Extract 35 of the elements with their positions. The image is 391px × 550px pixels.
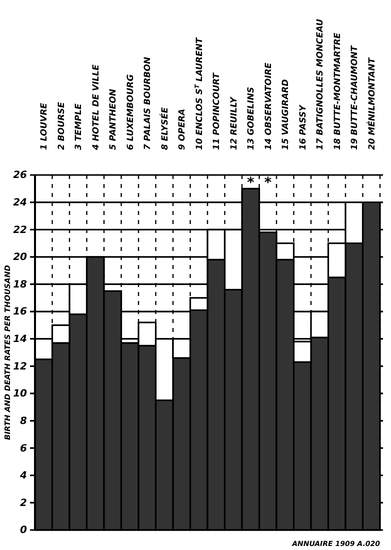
x-tick-label: 12 REUILLY — [229, 96, 240, 150]
x-tick-label: 19 BUTTE-CHAUMONT — [350, 44, 360, 150]
y-tick-label: 10 — [13, 388, 28, 400]
x-tick-label: 7 PALAIS BOURBON — [143, 56, 154, 150]
x-tick-label: 9 OPERA — [178, 108, 188, 150]
y-tick-label: 22 — [13, 224, 28, 236]
x-tick-label: 11 POPINCOURT — [212, 72, 222, 150]
y-tick-label: 26 — [13, 170, 28, 182]
x-tick-label: 2 BOURSE — [56, 102, 67, 150]
x-tick-label: 18 BUTTE-MONTMARTRE — [332, 32, 343, 150]
x-tick-label: 1 LOUVRE — [40, 102, 50, 150]
y-tick-label: 18 — [13, 279, 28, 290]
y-tick-label: 8 — [20, 416, 28, 427]
x-tick-label: 16 PASSY — [298, 104, 308, 150]
annotation: * — [246, 175, 255, 191]
x-tick-label: 5 PANTHEON — [108, 88, 119, 150]
annotation: * — [264, 175, 272, 191]
x-tick-label: 15 VAUGIRARD — [281, 79, 292, 150]
x-tick-label: 20 MÉNILMONTANT — [366, 56, 378, 150]
y-tick-label: 20 — [13, 252, 28, 264]
y-tick-label: 6 — [20, 443, 28, 454]
x-tick-label: 3 TEMPLE — [74, 103, 84, 150]
y-tick-label: 4 — [19, 470, 28, 482]
y-tick-label: 0 — [20, 525, 28, 536]
x-tick-label: 17 BATIGNOLLES MONCEAU — [316, 18, 326, 150]
x-tick-label: 4 HOTEL DE VILLE — [91, 64, 102, 151]
y-tick-label: 12 — [13, 361, 28, 372]
y-tick-label: 24 — [13, 198, 28, 209]
x-tick-label: 6 LUXEMBOURG — [126, 74, 136, 150]
y-tick-label: 2 — [20, 498, 28, 509]
x-tick-label: 8 ELYSÉE — [159, 107, 170, 150]
x-tick-label: 13 GOBELINS — [246, 86, 257, 150]
y-tick-label: 14 — [13, 334, 28, 346]
x-tick-label: 14 OBSERVATOIRE — [264, 62, 274, 150]
y-tick-label: 16 — [13, 306, 28, 318]
